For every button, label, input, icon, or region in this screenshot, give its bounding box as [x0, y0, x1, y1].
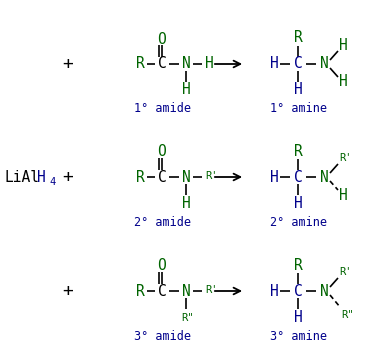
Text: O: O — [157, 145, 165, 159]
Text: H: H — [270, 284, 279, 298]
Text: N: N — [182, 169, 190, 185]
Text: R: R — [294, 31, 303, 46]
Text: R": R" — [182, 313, 194, 323]
Text: H: H — [270, 169, 279, 185]
Text: C: C — [294, 169, 303, 185]
Text: N: N — [320, 169, 328, 185]
Text: O: O — [157, 32, 165, 47]
Text: H: H — [339, 75, 347, 89]
Text: H: H — [37, 169, 46, 185]
Text: +: + — [62, 55, 74, 73]
Text: N: N — [320, 284, 328, 298]
Text: H: H — [294, 309, 303, 325]
Text: R': R' — [205, 171, 217, 181]
Text: 4: 4 — [49, 177, 55, 187]
Text: N: N — [182, 56, 190, 71]
Text: 3° amine: 3° amine — [269, 330, 327, 342]
Text: N: N — [320, 56, 328, 71]
Text: 1° amide: 1° amide — [133, 103, 190, 116]
Text: H: H — [182, 196, 190, 210]
Text: H: H — [205, 56, 213, 70]
Text: H: H — [294, 196, 303, 210]
Text: N: N — [182, 284, 190, 298]
Text: R": R" — [342, 310, 354, 320]
Text: C: C — [158, 56, 166, 71]
Text: 2° amine: 2° amine — [269, 215, 327, 228]
Text: C: C — [158, 284, 166, 298]
Text: +: + — [62, 168, 74, 186]
Text: H: H — [294, 83, 303, 98]
Text: C: C — [294, 284, 303, 298]
Text: R: R — [136, 284, 144, 298]
Text: R: R — [136, 56, 144, 71]
Text: R': R' — [339, 153, 351, 163]
Text: O: O — [157, 258, 165, 274]
Text: C: C — [294, 56, 303, 71]
Text: 3° amide: 3° amide — [133, 330, 190, 342]
Text: H: H — [182, 83, 190, 98]
Text: C: C — [158, 169, 166, 185]
Text: LiAl: LiAl — [5, 169, 40, 185]
Text: 1° amine: 1° amine — [269, 103, 327, 116]
Text: R: R — [294, 257, 303, 272]
Text: +: + — [62, 282, 74, 300]
Text: H: H — [339, 188, 347, 204]
Text: R': R' — [339, 267, 351, 277]
Text: R: R — [294, 144, 303, 159]
Text: R: R — [136, 169, 144, 185]
Text: H: H — [339, 38, 347, 53]
Text: 2° amide: 2° amide — [133, 215, 190, 228]
Text: R': R' — [205, 285, 217, 295]
Text: H: H — [270, 56, 279, 71]
